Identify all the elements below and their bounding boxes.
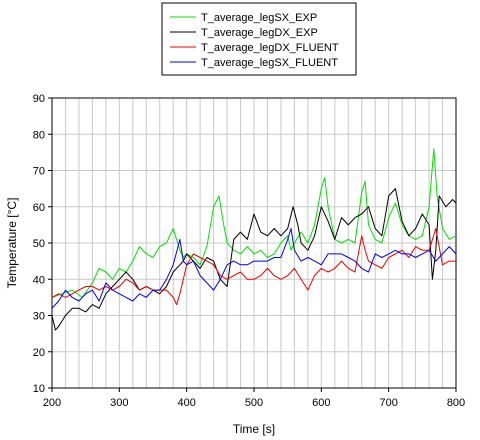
x-tick-label: 300 [110,397,128,409]
x-tick-label: 400 [177,397,195,409]
y-tick-label: 40 [33,274,45,286]
legend-label-3: T_average_legDX_FLUENT [201,42,339,54]
series-line-3 [51,228,456,306]
legend-label-2: T_average_legDX_EXP [201,27,318,39]
y-tick-label: 70 [33,166,45,178]
y-tick-label: 20 [33,347,45,359]
y-tick-label: 80 [33,129,45,141]
x-axis-label: Time [s] [233,422,275,436]
y-tick-label: 30 [33,311,45,323]
series-line-1 [51,148,457,298]
x-tick-label: 200 [43,397,61,409]
x-tick-label: 500 [245,397,263,409]
series-line-2 [51,188,457,331]
y-tick-label: 50 [33,238,45,250]
legend-label-1: T_average_legSX_EXP [201,12,317,24]
legend: T_average_legSX_EXP T_average_legDX_EXP T_… [161,2,357,76]
y-axis-ticks: 10 20 30 40 50 60 70 80 90 [33,93,52,395]
y-tick-label: 10 [33,383,45,395]
legend-box [161,2,357,76]
series-group [51,148,457,331]
series-line-4 [51,228,457,309]
x-tick-label: 700 [379,397,397,409]
x-tick-label: 600 [312,397,330,409]
x-tick-label: 800 [447,397,465,409]
grid [52,98,456,388]
y-axis-label: Temperature [°C] [5,198,19,289]
legend-label-4: T_average_legSX_FLUENT [201,57,338,69]
y-tick-label: 60 [33,202,45,214]
y-tick-label: 90 [33,93,45,105]
x-axis-ticks: 200 300 400 500 600 700 800 [43,388,465,409]
